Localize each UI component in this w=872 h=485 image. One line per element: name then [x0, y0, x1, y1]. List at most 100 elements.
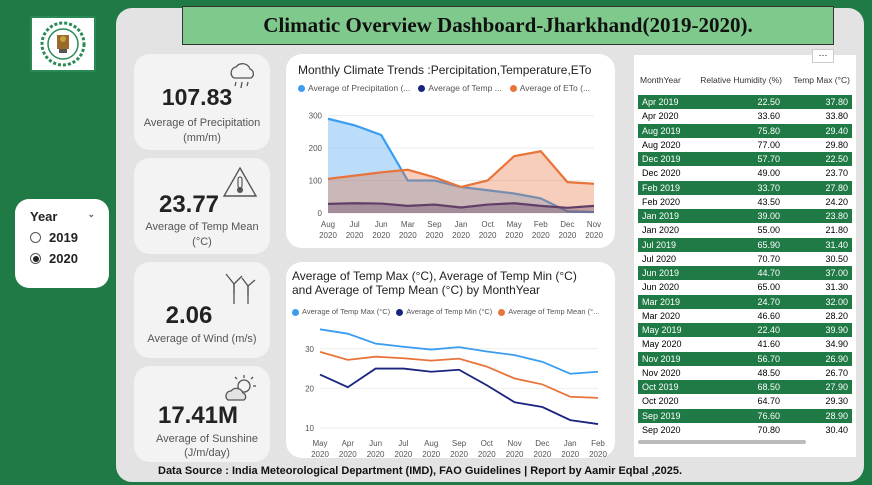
radio-2019[interactable] — [30, 232, 41, 243]
column-header[interactable]: Temp Max (°C) — [793, 75, 850, 85]
table-row[interactable]: Apr 2019 22.50 37.80 — [638, 95, 852, 109]
table-cell: 31.40 — [825, 239, 848, 250]
table-row[interactable]: Dec 2019 57.70 22.50 — [638, 152, 852, 166]
table-row[interactable]: Oct 2019 68.50 27.90 — [638, 380, 852, 394]
table-cell: 57.70 — [757, 154, 780, 164]
kpi-precipitation[interactable]: 107.83 Average of Precipitation (mm/m) — [134, 54, 270, 150]
x-tick-label: 2020 — [346, 231, 364, 240]
more-options-icon[interactable]: ··· — [812, 49, 834, 63]
x-tick-label: Jul — [398, 439, 408, 448]
series-line — [327, 202, 595, 209]
table-cell: Oct 2020 — [642, 396, 679, 407]
x-tick-label: 2020 — [589, 450, 607, 458]
table-cell: Jul 2020 — [642, 253, 677, 264]
table-row[interactable]: Jan 2019 39.00 23.80 — [638, 209, 852, 223]
table-row[interactable]: Aug 2020 77.00 29.80 — [638, 138, 852, 152]
x-tick-label: Jul — [349, 220, 359, 229]
table-row[interactable]: Nov 2019 56.70 26.90 — [638, 351, 852, 366]
humidity-temp-table[interactable]: ··· MonthYear Relative Humidity (%) Temp… — [634, 49, 856, 457]
table-cell: Mar 2019 — [642, 296, 681, 307]
x-tick-label: Aug — [321, 220, 335, 229]
x-tick-label: 2020 — [426, 231, 444, 240]
x-tick-label: 2020 — [339, 450, 357, 458]
table-cell: 30.50 — [825, 253, 848, 264]
kpi-value: 17.41M — [157, 402, 239, 429]
x-tick-label: 2020 — [372, 231, 390, 240]
table-row[interactable]: May 2020 41.60 34.90 — [638, 337, 852, 351]
x-tick-label: Jun — [369, 439, 382, 448]
table-row[interactable]: Jun 2019 44.70 37.00 — [638, 266, 852, 280]
x-tick-label: 2020 — [319, 231, 337, 240]
table-row[interactable]: Jun 2020 65.00 31.30 — [638, 280, 852, 294]
table-row[interactable]: Sep 2020 70.80 30.40 — [638, 423, 852, 437]
slicer-option-2020[interactable]: 2020 — [30, 251, 109, 266]
y-tick-label: 20 — [305, 384, 314, 393]
table-cell: Feb 2019 — [642, 182, 681, 193]
table-cell: Aug 2020 — [642, 139, 681, 150]
table-cell: Jun 2019 — [642, 268, 680, 278]
table-cell: Sep 2019 — [642, 410, 681, 421]
kpi-wind[interactable]: 2.06 Average of Wind (m/s) — [134, 262, 270, 358]
x-tick-label: Oct — [481, 439, 494, 448]
table-cell: May 2020 — [642, 339, 682, 350]
table-cell: 24.70 — [757, 296, 780, 307]
chart-plot: 10 20 30 May 2020 Apr 2020 Jun 2020 Jul 2020 Aug 202… — [305, 328, 607, 458]
chart-title: Monthly Climate Trends :Percipitation,Te… — [298, 63, 592, 77]
slicer-option-2019[interactable]: 2019 — [30, 230, 109, 245]
chevron-down-icon[interactable]: ⌄ — [87, 209, 95, 219]
table-cell: 56.70 — [757, 353, 780, 364]
climate-trends-chart[interactable]: Monthly Climate Trends :Percipitation,Te… — [286, 54, 615, 248]
table-row[interactable]: Oct 2020 64.70 29.30 — [638, 394, 852, 408]
legend-item: Average of Temp Max (°C) — [302, 307, 391, 316]
table-cell: 48.50 — [757, 367, 780, 378]
y-tick-label: 300 — [309, 112, 323, 121]
legend-item: Average of ETo (... — [519, 83, 591, 93]
x-tick-label: 2020 — [585, 231, 603, 240]
wind-turbine-icon — [225, 273, 256, 304]
legend-item: Average of Precipitation (... — [308, 83, 411, 93]
table-row[interactable]: Aug 2019 75.80 29.40 — [638, 123, 852, 138]
table-row[interactable]: Nov 2020 48.50 26.70 — [638, 366, 852, 380]
table-row[interactable]: Feb 2019 33.70 27.80 — [638, 180, 852, 195]
table-cell: 41.60 — [757, 339, 780, 350]
x-tick-label: Nov — [507, 439, 521, 448]
table-row[interactable]: May 2019 22.40 39.90 — [638, 323, 852, 337]
table-row[interactable]: Apr 2020 33.60 33.80 — [638, 109, 852, 123]
table-row[interactable]: Feb 2020 43.50 24.20 — [638, 195, 852, 209]
x-tick-label: 2020 — [559, 231, 577, 240]
table-cell: 30.40 — [825, 424, 848, 435]
x-tick-label: Mar — [401, 220, 415, 229]
table-cell: 28.90 — [825, 410, 848, 421]
horizontal-scrollbar[interactable] — [638, 440, 806, 444]
chart-plot: 0 100 200 300 Aug 2020 Jul 2020 Jun 2020 Mar 2020 Se… — [309, 112, 604, 241]
table-cell: 34.90 — [825, 339, 848, 350]
x-tick-label: 2020 — [534, 450, 552, 458]
temperature-chart[interactable]: Average of Temp Max (°C), Average of Tem… — [286, 262, 615, 458]
series-area — [328, 118, 594, 213]
x-tick-label: 2020 — [478, 450, 496, 458]
kpi-temp-mean[interactable]: 23.77 Average of Temp Mean (°C) — [134, 158, 270, 254]
table-cell: Jun 2020 — [642, 282, 680, 293]
table-cell: Oct 2019 — [642, 382, 679, 392]
radio-2020[interactable] — [30, 253, 41, 264]
year-slicer[interactable]: Year ⌄ 2019 2020 — [15, 199, 109, 288]
x-tick-label: Aug — [424, 439, 438, 448]
table-row[interactable]: Jul 2019 65.90 31.40 — [638, 237, 852, 252]
x-tick-label: Dec — [535, 439, 549, 448]
kpi-value: 2.06 — [165, 302, 213, 329]
column-header[interactable]: Relative Humidity (%) — [700, 75, 782, 85]
table-cell: Feb 2020 — [642, 196, 681, 207]
kpi-unit: (°C) — [192, 236, 212, 248]
table-row[interactable]: Jul 2020 70.70 30.50 — [638, 252, 852, 266]
table-cell: 75.80 — [757, 125, 780, 136]
kpi-sunshine[interactable]: 17.41M Average of Sunshine (J/m/day) — [134, 366, 270, 462]
table-row[interactable]: Mar 2020 46.60 28.20 — [638, 309, 852, 323]
table-row[interactable]: Mar 2019 24.70 32.00 — [638, 294, 852, 309]
table-row[interactable]: Sep 2019 76.60 28.90 — [638, 408, 852, 423]
y-tick-label: 100 — [309, 177, 323, 186]
table-row[interactable]: Jan 2020 55.00 21.80 — [638, 223, 852, 237]
column-header[interactable]: MonthYear — [640, 75, 681, 85]
table-cell: Apr 2019 — [642, 97, 679, 107]
table-cell: Dec 2020 — [642, 168, 681, 179]
table-row[interactable]: Dec 2020 49.00 23.70 — [638, 166, 852, 180]
